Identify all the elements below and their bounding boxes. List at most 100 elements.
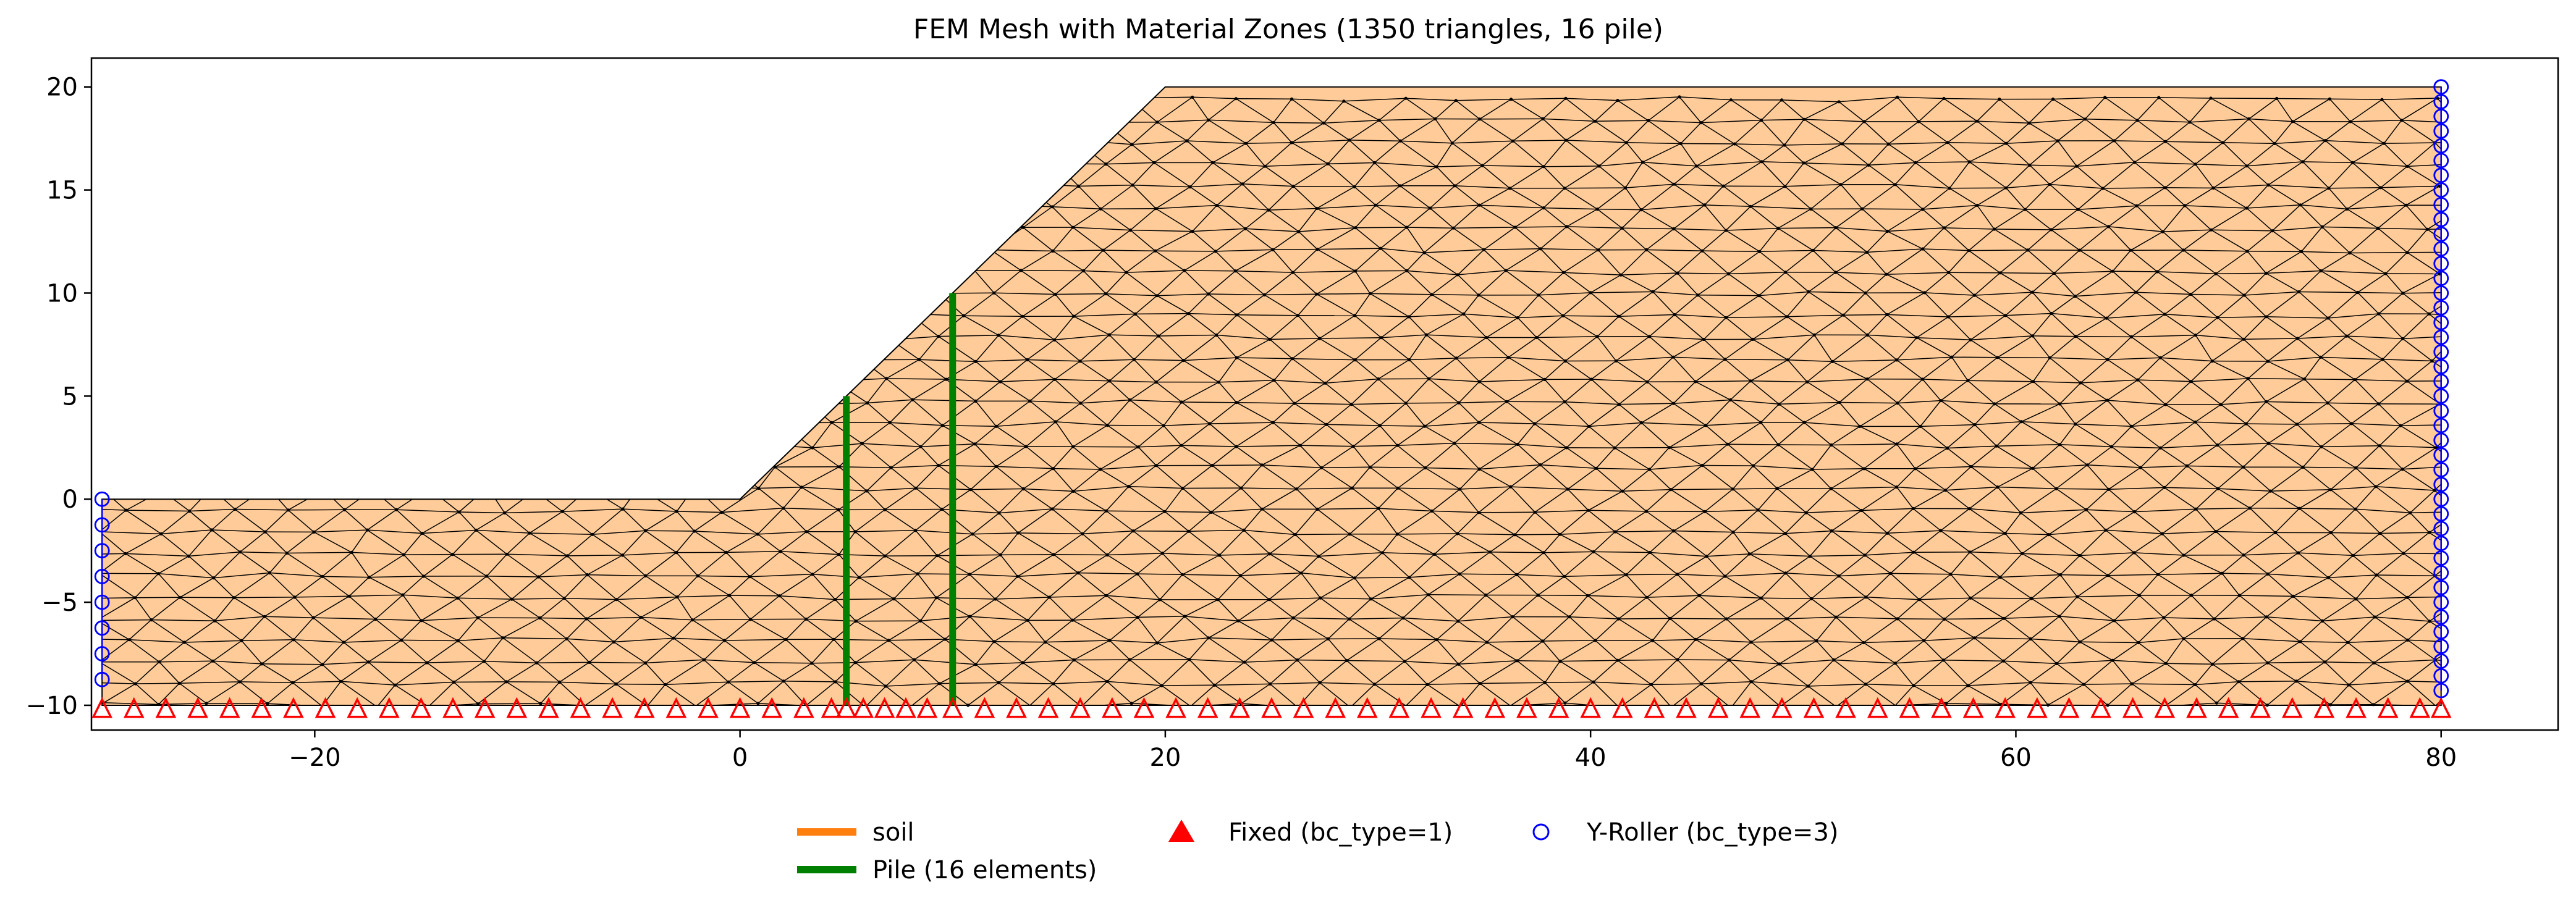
mesh-edge	[2272, 230, 2302, 253]
mesh-edge	[806, 531, 840, 555]
mesh-node	[2237, 680, 2240, 684]
mesh-edge	[1674, 295, 1699, 316]
mesh-node	[1539, 463, 1542, 467]
mesh-edge	[564, 574, 588, 599]
mesh-node	[1484, 593, 1488, 597]
mesh-edge	[1161, 659, 1190, 686]
fixed-support-marker	[538, 697, 559, 718]
mesh-edge	[1704, 511, 1734, 533]
mesh-edge	[1408, 294, 1432, 317]
mesh-node	[1317, 555, 1320, 558]
mesh-edge	[1894, 663, 1914, 686]
mesh-edge	[1811, 598, 1836, 618]
mesh-edge	[1458, 594, 1487, 622]
mesh-node	[1050, 205, 1054, 209]
mesh-edge	[622, 508, 677, 512]
mesh-edge	[1130, 381, 1157, 401]
mesh-edge	[1924, 292, 1975, 296]
mesh-node	[1966, 379, 1970, 382]
mesh-edge	[1349, 508, 1379, 535]
mesh-edge	[1427, 663, 1459, 685]
fixed-support-marker	[835, 697, 857, 718]
mesh-edge	[1211, 508, 1262, 513]
mesh-edge	[2302, 161, 2353, 164]
mesh-edge	[1269, 208, 1317, 211]
mesh-edge	[750, 551, 781, 577]
mesh-node	[1424, 466, 1427, 470]
mesh-node	[1233, 269, 1237, 273]
mesh-node	[1640, 421, 1644, 425]
mesh-node	[1864, 682, 1868, 686]
mesh-edge	[1105, 293, 1136, 315]
mesh-edge	[1239, 553, 1270, 576]
mesh-node	[2078, 553, 2082, 558]
mesh-edge	[697, 552, 727, 576]
mesh-node	[1054, 420, 1058, 424]
mesh-edge	[1517, 423, 1535, 445]
mesh-edge	[1916, 337, 1971, 340]
mesh-edge	[1915, 466, 1971, 469]
mesh-edge	[1291, 122, 1324, 143]
mesh-edge	[1865, 684, 1896, 705]
mesh-edge	[1294, 403, 1352, 405]
mesh-node	[1016, 574, 1020, 578]
mesh-edge	[1054, 334, 1110, 341]
mesh-node	[367, 576, 371, 579]
mesh-node	[1435, 638, 1438, 642]
mesh-node	[2266, 572, 2270, 576]
mesh-edge	[1126, 270, 1185, 273]
mesh-edge	[1023, 227, 1054, 251]
mesh-edge	[2108, 467, 2141, 490]
mesh-edge	[2357, 273, 2386, 293]
mesh-edge	[2246, 184, 2269, 209]
mesh-node	[2163, 186, 2167, 190]
mesh-node	[457, 510, 461, 514]
mesh-node	[2356, 290, 2360, 295]
mesh-edge	[1328, 162, 1375, 164]
mesh-edge	[972, 534, 1001, 556]
mesh-edge	[1994, 403, 2022, 422]
mesh-node	[837, 553, 841, 556]
mesh-node	[2058, 402, 2062, 406]
mesh-edge	[2328, 574, 2377, 579]
mesh-node	[2210, 359, 2214, 363]
mesh-edge	[1184, 599, 1218, 617]
mesh-edge	[1215, 251, 1236, 272]
mesh-edge	[2056, 663, 2084, 685]
mesh-edge	[1379, 120, 1401, 141]
mesh-nodes	[102, 95, 2442, 707]
mesh-edge	[179, 682, 207, 704]
mesh-edge	[2321, 445, 2380, 448]
mesh-edge	[995, 597, 1050, 600]
mesh-edge	[502, 617, 541, 639]
mesh-edge	[1428, 594, 1459, 622]
mesh-edge	[1316, 293, 1370, 295]
mesh-node	[1563, 574, 1566, 579]
mesh-edge	[1542, 640, 1595, 642]
mesh-edge	[968, 682, 999, 705]
mesh-edge	[1155, 230, 1193, 251]
mesh-edge	[1940, 400, 1995, 405]
mesh-edge	[2327, 379, 2355, 403]
mesh-edge	[1649, 464, 1702, 470]
mesh-edge	[2108, 487, 2164, 490]
mesh-edge	[536, 662, 560, 682]
mesh-edge	[2379, 445, 2403, 470]
mesh-edge	[1924, 640, 1944, 661]
mesh-edge	[998, 316, 1023, 336]
mesh-edge	[1597, 316, 1620, 337]
mesh-node	[1784, 271, 1788, 274]
mesh-edge	[1429, 378, 1480, 382]
mesh-edge	[1109, 640, 1157, 644]
mesh-edge	[998, 335, 1028, 361]
mesh-edge	[835, 681, 866, 705]
mesh-edge	[1803, 162, 1841, 185]
mesh-node	[2076, 595, 2079, 598]
mesh-node	[1291, 271, 1294, 274]
mesh-node	[992, 291, 996, 295]
mesh-node	[263, 530, 267, 534]
mesh-node	[1700, 463, 1704, 468]
mesh-edge	[1017, 576, 1050, 598]
mesh-edge	[2077, 596, 2115, 621]
